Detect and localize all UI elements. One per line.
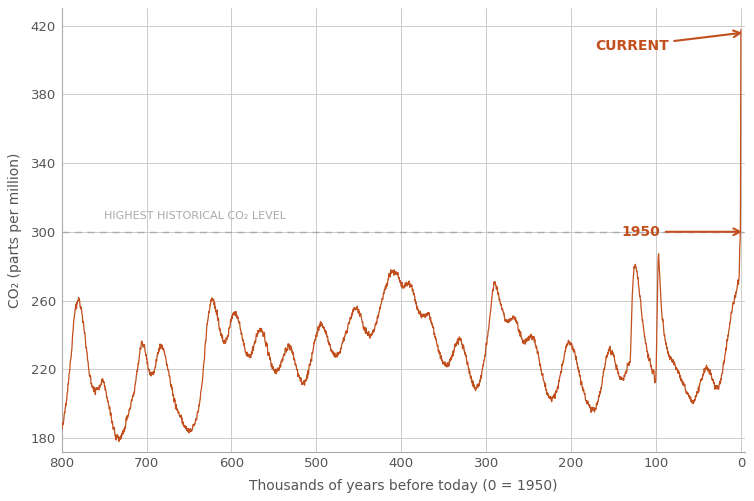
- Text: HIGHEST HISTORICAL CO₂ LEVEL: HIGHEST HISTORICAL CO₂ LEVEL: [104, 211, 286, 221]
- Text: 1950: 1950: [621, 225, 740, 239]
- Text: CURRENT: CURRENT: [595, 31, 740, 53]
- Y-axis label: CO₂ (parts per million): CO₂ (parts per million): [8, 152, 23, 308]
- X-axis label: Thousands of years before today (0 = 1950): Thousands of years before today (0 = 195…: [249, 478, 558, 492]
